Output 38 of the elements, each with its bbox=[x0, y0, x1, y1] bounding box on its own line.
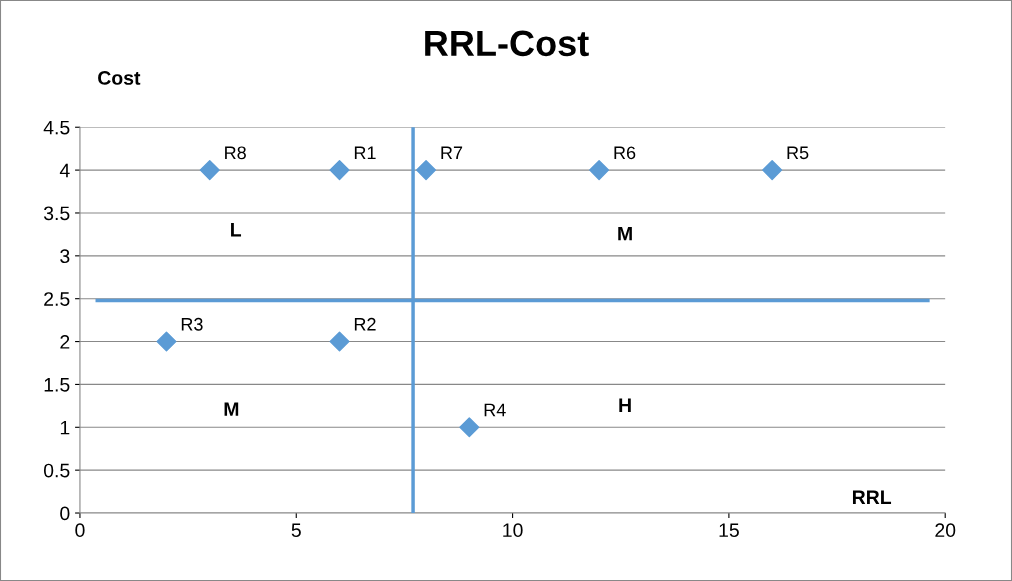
y-axis-title: Cost bbox=[98, 71, 141, 85]
x-tick-label: 20 bbox=[935, 523, 956, 538]
y-tick-label: 0.5 bbox=[43, 463, 70, 478]
x-tick-label: 10 bbox=[503, 523, 523, 538]
annotation: H bbox=[619, 398, 631, 412]
data-label: R6 bbox=[614, 146, 636, 160]
point bbox=[156, 331, 177, 352]
data-label: R5 bbox=[787, 146, 809, 160]
y-tick-label: 4.5 bbox=[43, 120, 70, 135]
point bbox=[329, 160, 350, 181]
annotation: M bbox=[224, 402, 239, 416]
y-tick-label: 4 bbox=[59, 163, 70, 178]
chart-title: RRL-Cost bbox=[425, 30, 589, 57]
data-label: R2 bbox=[354, 317, 376, 331]
point bbox=[459, 417, 480, 438]
y-tick-label: 2.5 bbox=[44, 292, 70, 306]
data-label: R1 bbox=[354, 146, 376, 159]
data-label: R8 bbox=[225, 146, 246, 160]
y-tick-label: 2 bbox=[60, 335, 70, 349]
data-label: R3 bbox=[181, 317, 203, 331]
point bbox=[329, 331, 350, 352]
y-tick-label: 3.5 bbox=[43, 206, 70, 221]
point bbox=[416, 160, 437, 181]
annotation: M bbox=[618, 226, 632, 241]
annotation: L bbox=[231, 223, 242, 237]
point bbox=[589, 160, 610, 181]
point bbox=[199, 160, 220, 181]
y-tick-label: 1.5 bbox=[44, 378, 70, 392]
y-tick-label: 0 bbox=[60, 506, 70, 521]
x-tick-label: 15 bbox=[719, 523, 739, 538]
data-label: R4 bbox=[484, 403, 506, 417]
y-tick-label: 1 bbox=[60, 420, 70, 435]
y-tick-label: 3 bbox=[60, 249, 70, 264]
point bbox=[762, 160, 783, 181]
data-label: R7 bbox=[441, 146, 463, 159]
x-tick-label: 5 bbox=[291, 523, 301, 538]
x-tick-label: 0 bbox=[75, 523, 85, 538]
x-axis-title: RRL bbox=[852, 490, 892, 504]
